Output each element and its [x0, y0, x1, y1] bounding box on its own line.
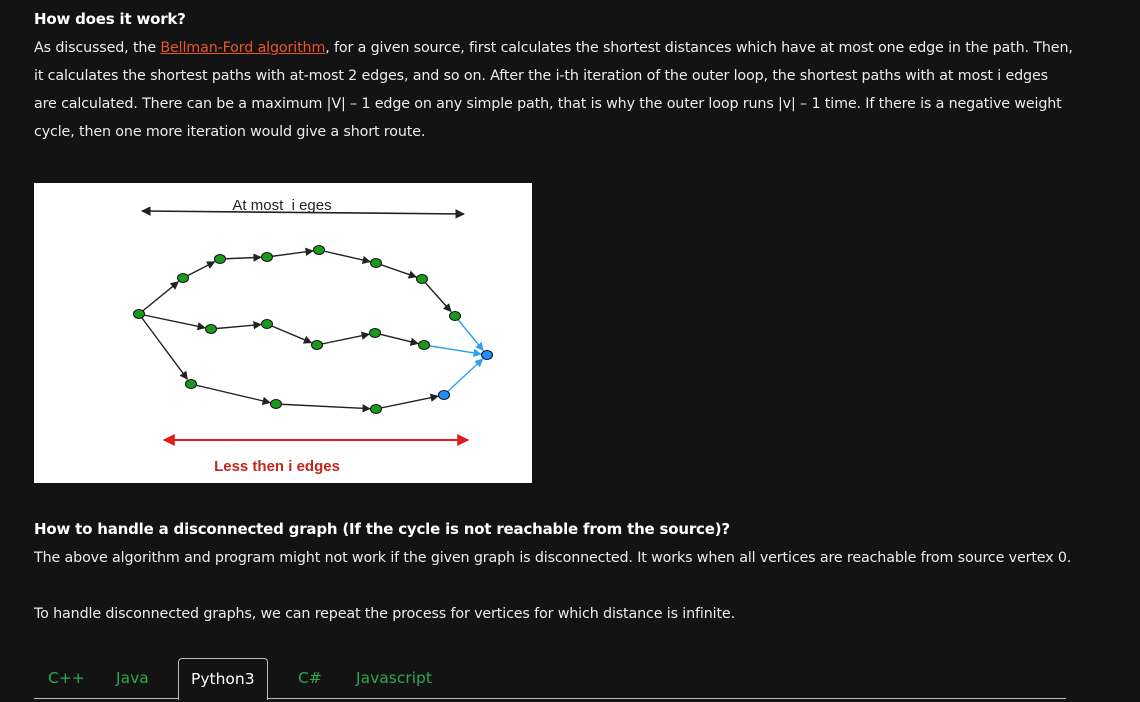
- graph-edge: [443, 358, 484, 396]
- section-paragraph-how-it-works: As discussed, the Bellman-Ford algorithm…: [34, 34, 1074, 146]
- tabs-divider: [34, 698, 1066, 699]
- graph-node: [270, 399, 282, 409]
- top-span-arrow: [141, 206, 465, 219]
- graph-edge: [266, 323, 313, 344]
- graph-edge: [182, 261, 216, 279]
- bellman-ford-link[interactable]: Bellman-Ford algorithm: [160, 40, 326, 56]
- graph-node: [438, 390, 450, 400]
- top-span-label: At most i eges: [232, 197, 331, 214]
- graph-node: [261, 319, 273, 329]
- diagram-edges: [138, 247, 484, 413]
- graph-edge: [421, 278, 452, 313]
- graph-node: [449, 311, 461, 321]
- graph-node: [370, 258, 382, 268]
- section-paragraph-disconnected-2: To handle disconnected graphs, we can re…: [34, 606, 735, 622]
- tab-cpp[interactable]: C++: [48, 669, 85, 687]
- graph-node: [370, 404, 382, 414]
- graph-edge: [375, 262, 418, 279]
- tab-csharp[interactable]: C#: [298, 669, 322, 687]
- graph-node: [261, 252, 273, 262]
- code-language-tabs: C++ Java Python3 C# Javascript: [34, 658, 1066, 702]
- graph-node: [313, 245, 325, 255]
- graph-edge: [210, 321, 262, 330]
- section-paragraph-disconnected-1: The above algorithm and program might no…: [34, 550, 1072, 566]
- bellman-ford-diagram: At most i eges Less then i edges: [34, 183, 532, 483]
- graph-edge: [316, 331, 370, 346]
- section-heading-how-it-works: How does it work?: [34, 10, 186, 28]
- graph-edge: [423, 344, 482, 358]
- section-heading-disconnected-graph: How to handle a disconnected graph (If t…: [34, 520, 730, 538]
- graph-edge: [374, 332, 419, 346]
- graph-node: [214, 254, 226, 264]
- graph-node: [311, 340, 323, 350]
- paragraph-text: As discussed, the: [34, 40, 161, 56]
- graph-edge: [275, 403, 371, 413]
- tab-javascript[interactable]: Javascript: [356, 669, 432, 687]
- graph-edge: [138, 313, 188, 380]
- graph-node: [481, 350, 493, 360]
- graph-node: [416, 274, 428, 284]
- graph-node: [205, 324, 217, 334]
- diagram-nodes: [133, 245, 493, 414]
- graph-edge: [138, 313, 206, 331]
- graph-edge: [138, 281, 180, 315]
- bottom-span-label: Less then i edges: [214, 458, 340, 475]
- graph-edge: [266, 247, 314, 258]
- tab-java[interactable]: Java: [116, 669, 149, 687]
- graph-edge: [219, 253, 262, 262]
- graph-edge: [190, 383, 271, 405]
- diagram-svg: At most i eges Less then i edges: [133, 197, 493, 475]
- graph-edge: [454, 315, 484, 352]
- graph-node: [177, 273, 189, 283]
- graph-node: [185, 379, 197, 389]
- paragraph-text: , for a given source, first calculates t…: [34, 40, 1073, 140]
- graph-edge: [318, 249, 371, 265]
- graph-node: [418, 340, 430, 350]
- tab-python3[interactable]: Python3: [178, 658, 268, 700]
- graph-node: [369, 328, 381, 338]
- graph-edge: [375, 393, 439, 410]
- graph-node: [133, 309, 145, 319]
